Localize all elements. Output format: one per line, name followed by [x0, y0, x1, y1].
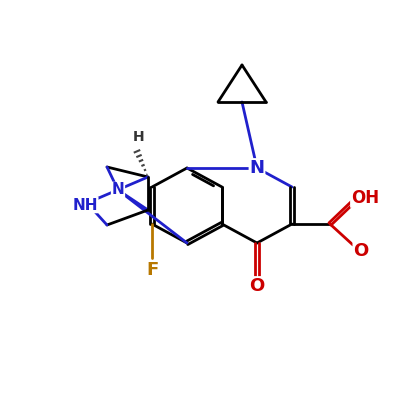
- Text: NH: NH: [72, 198, 98, 212]
- Text: F: F: [146, 261, 158, 279]
- Text: O: O: [353, 242, 369, 260]
- Text: O: O: [249, 277, 265, 295]
- Text: N: N: [250, 159, 264, 177]
- Text: N: N: [112, 182, 124, 198]
- Text: H: H: [133, 130, 145, 144]
- Text: OH: OH: [351, 189, 379, 207]
